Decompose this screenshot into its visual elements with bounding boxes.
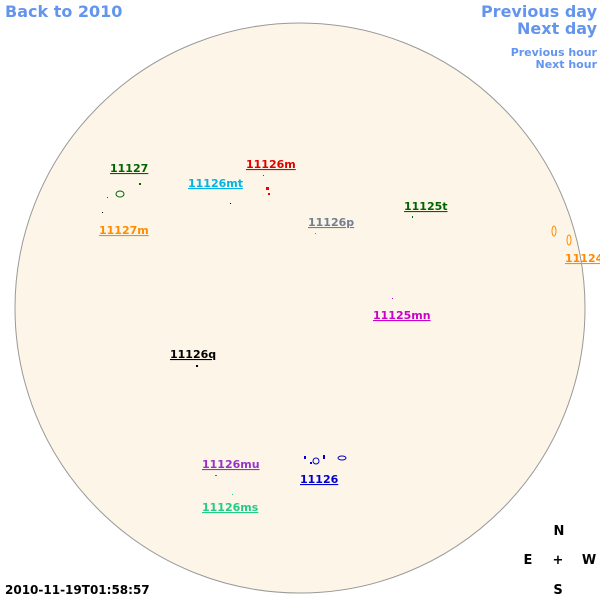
next-hour-link[interactable]: Next hour [536, 58, 598, 71]
spot [230, 203, 231, 204]
compass-south: S [553, 583, 562, 598]
spot [139, 183, 141, 185]
spot [215, 475, 217, 476]
spot [263, 175, 264, 176]
next-day-link[interactable]: Next day [517, 19, 598, 38]
region-label[interactable]: 11124 [565, 252, 600, 265]
region-label[interactable]: 11126 [300, 473, 339, 486]
compass-center: + [553, 553, 564, 568]
region-label[interactable]: 11126mt [188, 177, 243, 190]
spot [551, 225, 557, 237]
region-label[interactable]: 11126m [246, 158, 296, 171]
spot [323, 455, 325, 459]
spot [115, 190, 125, 198]
spot [102, 212, 103, 213]
region-label[interactable]: 11126mu [202, 458, 260, 471]
region-label[interactable]: 11126q [170, 348, 216, 361]
previous-day-link[interactable]: Previous day [481, 2, 598, 21]
region-label[interactable]: 11127 [110, 162, 148, 175]
spot [310, 462, 312, 464]
back-link[interactable]: Back to 2010 [5, 2, 122, 21]
compass-west: W [582, 553, 596, 568]
spot [266, 187, 269, 190]
region-label[interactable]: 11126p [308, 216, 354, 229]
region-label[interactable]: 11125t [404, 200, 448, 213]
region-markers [102, 175, 572, 495]
spot [392, 298, 393, 299]
spot [304, 456, 306, 459]
compass-north: N [554, 524, 565, 539]
spot [107, 197, 108, 198]
timestamp: 2010-11-19T01:58:57 [5, 583, 150, 597]
spot [315, 233, 316, 234]
previous-hour-link[interactable]: Previous hour [511, 46, 598, 59]
spot [196, 365, 198, 367]
spot [566, 234, 572, 246]
region-label[interactable]: 11126ms [202, 501, 259, 514]
solar-disk [14, 22, 586, 594]
spot [268, 193, 270, 195]
spot [312, 457, 320, 465]
spot [232, 494, 233, 495]
spot [337, 455, 347, 461]
region-label[interactable]: 11125mn [373, 309, 431, 322]
compass-east: E [524, 553, 533, 568]
region-label[interactable]: 11127m [99, 224, 149, 237]
spot [412, 216, 413, 218]
